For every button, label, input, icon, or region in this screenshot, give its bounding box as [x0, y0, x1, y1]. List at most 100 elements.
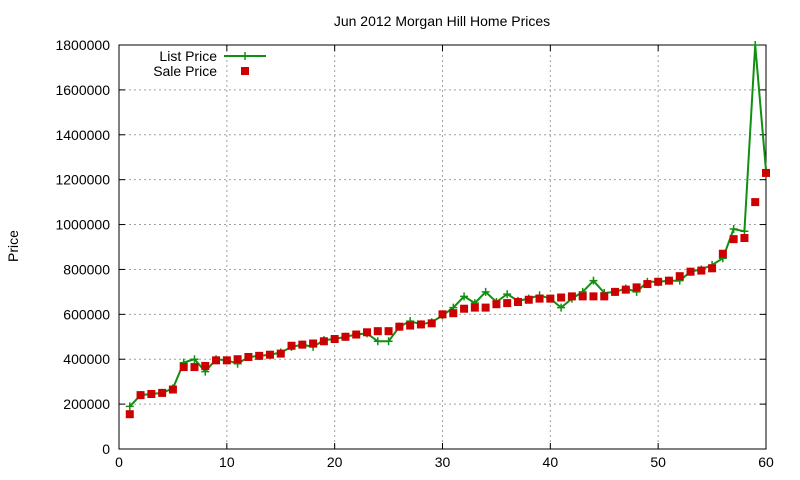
x-tick-label: 60: [758, 454, 774, 470]
sale-price-point: [557, 293, 566, 302]
sale-price-point: [546, 294, 555, 303]
y-axis-label: Price: [5, 230, 21, 262]
y-tick-label: 0: [102, 441, 110, 457]
y-tick-label: 200000: [63, 396, 110, 412]
sale-price-point: [212, 356, 221, 365]
x-tick-label: 10: [219, 454, 235, 470]
y-tick-label: 1600000: [55, 82, 110, 98]
y-tick-label: 1400000: [55, 127, 110, 143]
list-price-point: [481, 287, 490, 296]
plot-area-border: [118, 44, 767, 450]
list-price-point: [460, 292, 469, 301]
sale-price-point: [513, 297, 522, 306]
sale-price-point: [352, 330, 361, 339]
legend-label-list-price: List Price: [159, 48, 217, 64]
sale-price-point: [535, 294, 544, 303]
sale-price-point: [384, 327, 393, 336]
sale-price-point: [589, 292, 598, 301]
legend-marker-sale-price: [241, 67, 249, 75]
list-price-point: [589, 276, 598, 285]
sale-price-point: [664, 276, 673, 285]
sale-price-point: [158, 388, 167, 397]
sale-price-point: [697, 266, 706, 275]
sale-price-point: [373, 327, 382, 336]
sale-price-point: [632, 283, 641, 292]
sale-price-point: [287, 341, 296, 350]
sale-price-point: [427, 319, 436, 328]
sale-price-point: [298, 340, 307, 349]
sale-price-point: [276, 349, 285, 358]
sale-price-point: [222, 356, 231, 365]
list-price-point: [503, 290, 512, 299]
sale-price-point: [330, 335, 339, 344]
y-tick-label: 1200000: [55, 172, 110, 188]
y-tick-label: 1800000: [55, 37, 110, 53]
sale-price-point: [395, 322, 404, 331]
sale-price-point: [686, 267, 695, 276]
sale-price-point: [708, 264, 717, 273]
sale-price-point: [438, 310, 447, 319]
sale-price-point: [470, 303, 479, 312]
sale-price-point: [675, 272, 684, 281]
sale-price-point: [611, 287, 620, 296]
sale-price-point: [255, 351, 264, 360]
series-layer: [125, 41, 770, 419]
sale-price-point: [244, 352, 253, 361]
list-price-point: [384, 337, 393, 346]
list-price-point: [190, 355, 199, 364]
sale-price-point: [654, 277, 663, 286]
y-tick-label: 600000: [63, 306, 110, 322]
sale-price-point: [309, 339, 318, 348]
sale-price-point: [578, 292, 587, 301]
x-tick-label: 20: [327, 454, 343, 470]
sale-price-point: [492, 300, 501, 309]
sale-price-point: [319, 337, 328, 346]
axis-ticks: 0 200000 400000 600000 800000 1000000 1200000 1…: [55, 37, 774, 470]
x-tick-label: 30: [435, 454, 451, 470]
sale-price-point: [201, 361, 210, 370]
list-price-point: [751, 41, 760, 49]
sale-price-point: [729, 235, 738, 244]
sale-price-point: [190, 363, 199, 372]
sale-price-point: [621, 285, 630, 294]
legend: List Price Sale Price: [153, 48, 266, 79]
list-price-point: [740, 227, 749, 236]
sale-price-point: [168, 385, 177, 394]
sale-price-point: [125, 410, 134, 419]
x-tick-label: 50: [650, 454, 666, 470]
sale-price-point: [460, 304, 469, 313]
sale-price-point: [363, 328, 372, 337]
y-tick-label: 800000: [63, 261, 110, 277]
sale-price-point: [751, 198, 760, 207]
sale-price-point: [265, 350, 274, 359]
list-price-line: [129, 44, 767, 408]
list-price-point: [729, 225, 738, 234]
x-tick-label: 0: [115, 454, 123, 470]
y-tick-label: 1000000: [55, 217, 110, 233]
sale-price-point: [147, 390, 156, 399]
sale-price-point: [524, 295, 533, 304]
list-price-point: [125, 402, 134, 411]
sale-price-point: [567, 292, 576, 301]
sale-price-point: [740, 234, 749, 243]
list-price-point: [557, 303, 566, 312]
legend-label-sale-price: Sale Price: [153, 63, 217, 79]
sale-price-point: [416, 320, 425, 329]
sale-price-point: [233, 355, 242, 364]
sale-price-point: [179, 363, 188, 372]
list-price-point: [373, 337, 382, 346]
x-tick-label: 40: [543, 454, 559, 470]
sale-price-point: [643, 280, 652, 289]
grid: [119, 45, 766, 449]
sale-price-point: [406, 321, 415, 330]
y-tick-label: 400000: [63, 351, 110, 367]
sale-price-point: [449, 309, 458, 318]
sale-price-point: [341, 332, 350, 341]
sale-price-point: [600, 292, 609, 301]
chart-title: Jun 2012 Morgan Hill Home Prices: [334, 13, 550, 29]
legend-marker-list-price: [241, 52, 249, 60]
sale-price-point: [481, 303, 490, 312]
sale-price-point: [503, 299, 512, 308]
sale-price-point: [718, 249, 727, 258]
